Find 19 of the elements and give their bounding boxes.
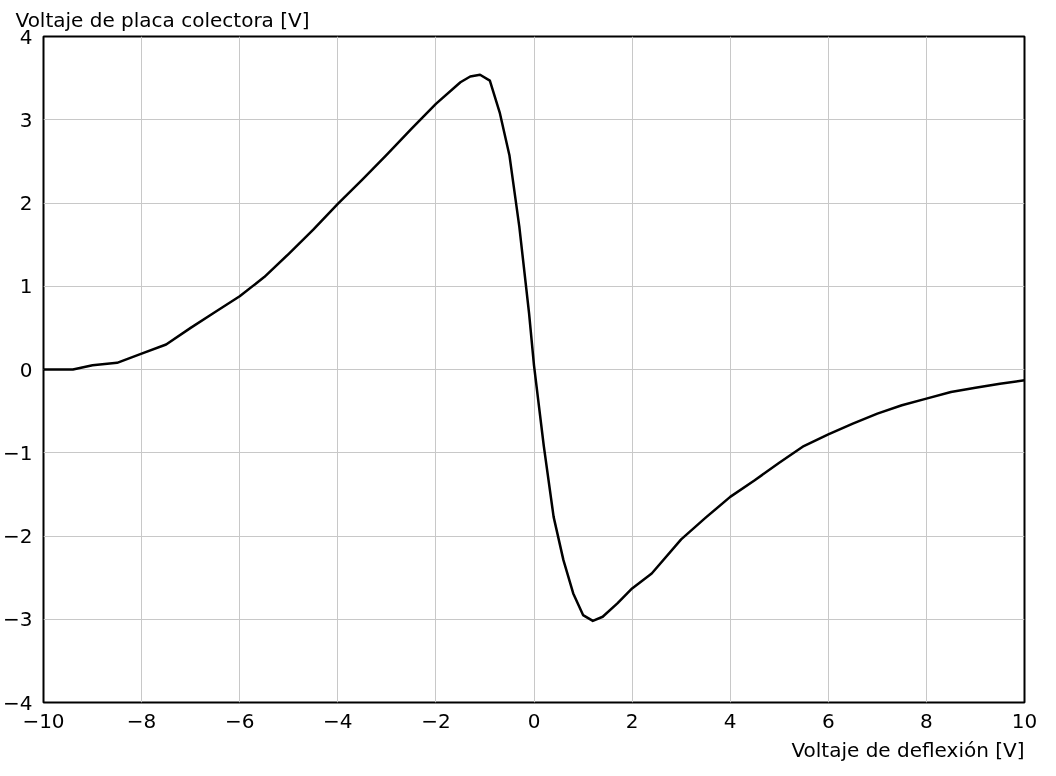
- y-tick-label: 2: [19, 191, 33, 215]
- x-tick-label: −2: [421, 708, 451, 733]
- y-tick-label: 1: [19, 274, 33, 299]
- y-tick-label: −1: [3, 440, 33, 465]
- y-tick-label: 3: [19, 107, 33, 132]
- x-axis-title: Voltaje de deflexión [V]: [791, 737, 1025, 762]
- x-tick-label: −8: [126, 708, 157, 733]
- x-tick-label: 2: [625, 708, 639, 733]
- x-tick-label: 4: [723, 708, 737, 733]
- x-tick-label: 10: [1011, 708, 1038, 733]
- y-tick-label: 0: [19, 357, 33, 382]
- x-tick-label: 8: [920, 708, 933, 733]
- y-tick-label: −3: [3, 607, 33, 632]
- x-tick-label: 6: [821, 708, 835, 733]
- x-tick-label: −6: [224, 708, 255, 733]
- x-tick-label: 0: [527, 708, 541, 733]
- y-tick-label: −4: [3, 690, 33, 715]
- x-tick-label: −4: [323, 708, 353, 733]
- y-tick-label: −2: [3, 524, 33, 548]
